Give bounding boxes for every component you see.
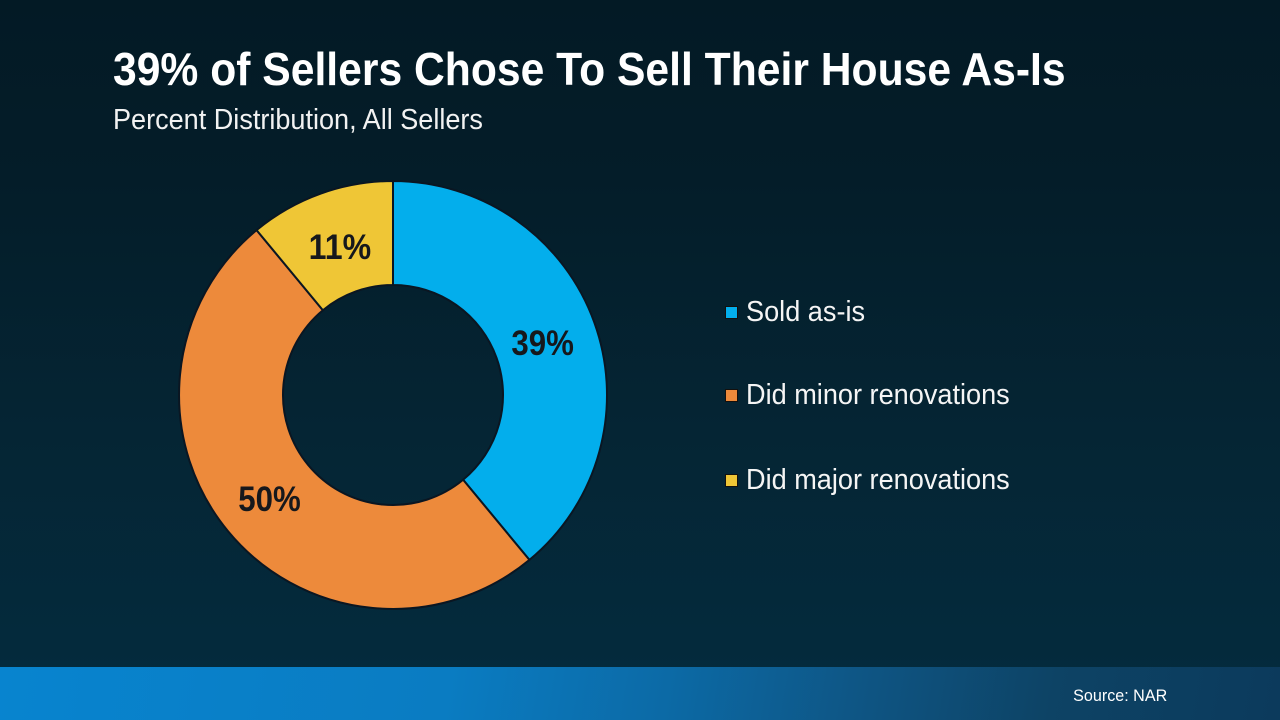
svg-text:39%: 39% [511, 324, 574, 363]
svg-text:50%: 50% [238, 480, 301, 519]
svg-text:11%: 11% [309, 228, 372, 267]
